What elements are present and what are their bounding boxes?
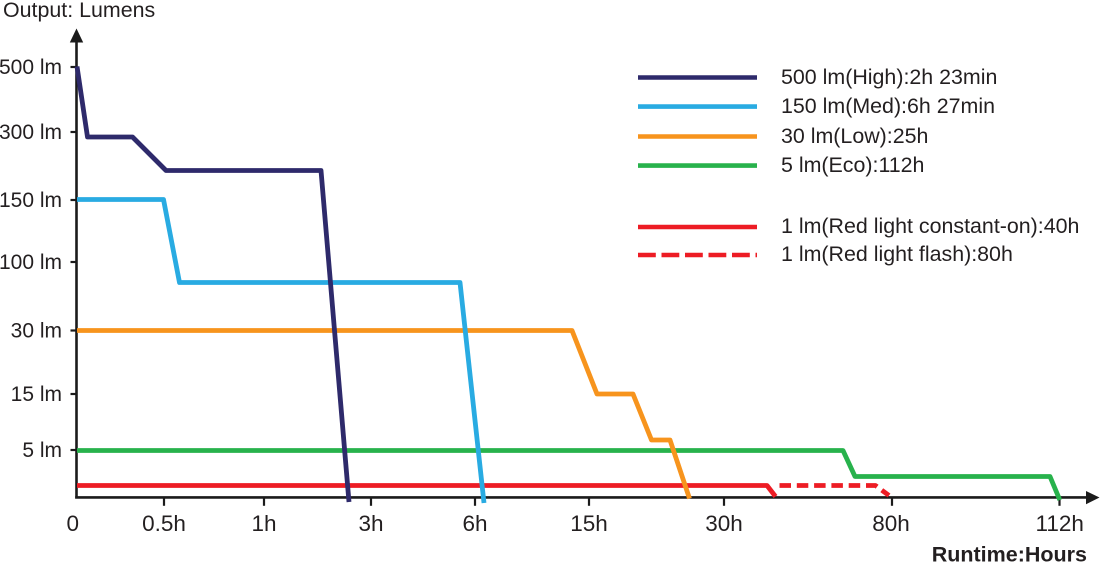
svg-text:0.5h: 0.5h <box>142 511 186 536</box>
svg-text:5 lm: 5 lm <box>22 439 62 462</box>
svg-text:6h: 6h <box>462 511 487 536</box>
svg-text:15 lm: 15 lm <box>11 383 62 406</box>
svg-text:1 lm(Red light constant-on):40: 1 lm(Red light constant-on):40h <box>781 214 1079 238</box>
svg-text:500 lm: 500 lm <box>0 56 62 79</box>
svg-text:80h: 80h <box>872 511 910 536</box>
svg-text:30h: 30h <box>705 511 743 536</box>
svg-text:3h: 3h <box>358 511 383 536</box>
svg-text:30 lm: 30 lm <box>11 319 62 342</box>
svg-text:100 lm: 100 lm <box>0 251 62 274</box>
svg-text:1 lm(Red light flash):80h: 1 lm(Red light flash):80h <box>781 242 1013 266</box>
svg-text:15h: 15h <box>570 511 608 536</box>
svg-text:1h: 1h <box>251 511 276 536</box>
svg-text:150 lm(Med):6h 27min: 150 lm(Med):6h 27min <box>781 94 995 118</box>
svg-text:500 lm(High):2h 23min: 500 lm(High):2h 23min <box>781 65 997 89</box>
svg-text:150 lm: 150 lm <box>0 189 62 212</box>
svg-text:5 lm(Eco):112h: 5 lm(Eco):112h <box>781 153 924 177</box>
svg-text:0: 0 <box>67 511 80 536</box>
svg-text:30 lm(Low):25h: 30 lm(Low):25h <box>781 124 928 148</box>
svg-text:Output: Lumens: Output: Lumens <box>3 0 155 22</box>
svg-text:Runtime:Hours: Runtime:Hours <box>932 543 1087 563</box>
svg-text:112h: 112h <box>1036 511 1084 536</box>
svg-text:300 lm: 300 lm <box>0 121 62 144</box>
